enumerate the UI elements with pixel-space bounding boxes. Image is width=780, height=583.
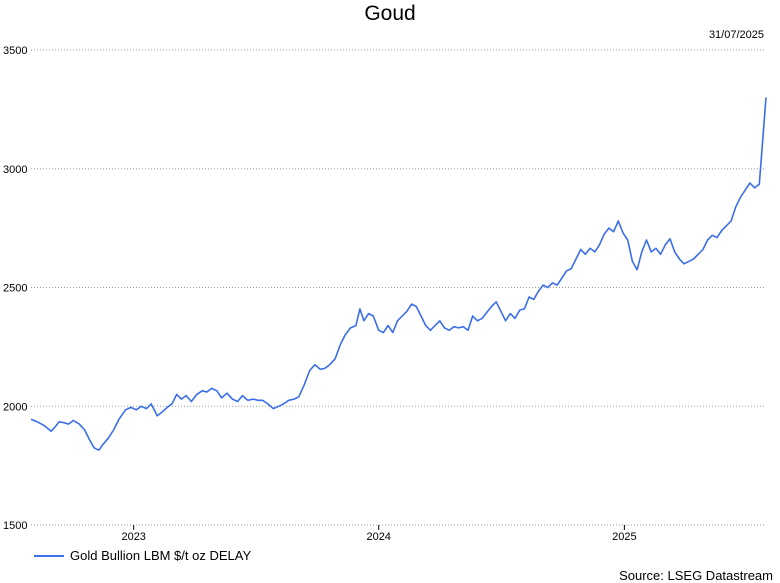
series-line-0 — [30, 97, 767, 451]
source-note: Source: LSEG Datastream — [619, 568, 773, 583]
y-tick-label: 2500 — [3, 283, 27, 295]
y-tick-label: 2000 — [3, 401, 27, 413]
x-tick-label: 2023 — [121, 531, 145, 543]
legend-label: Gold Bullion LBM $/t oz DELAY — [70, 548, 252, 563]
x-tick-label: 2024 — [366, 531, 390, 543]
y-tick-label: 1500 — [3, 520, 27, 532]
date-label: 31/07/2025 — [708, 29, 764, 41]
y-tick-label: 3000 — [3, 164, 27, 176]
legend: Gold Bullion LBM $/t oz DELAY — [34, 548, 251, 563]
chart-title: Goud — [364, 2, 416, 25]
legend-swatch — [34, 554, 64, 557]
x-tick-label: 2025 — [612, 531, 636, 543]
y-tick-label: 3500 — [3, 45, 27, 57]
